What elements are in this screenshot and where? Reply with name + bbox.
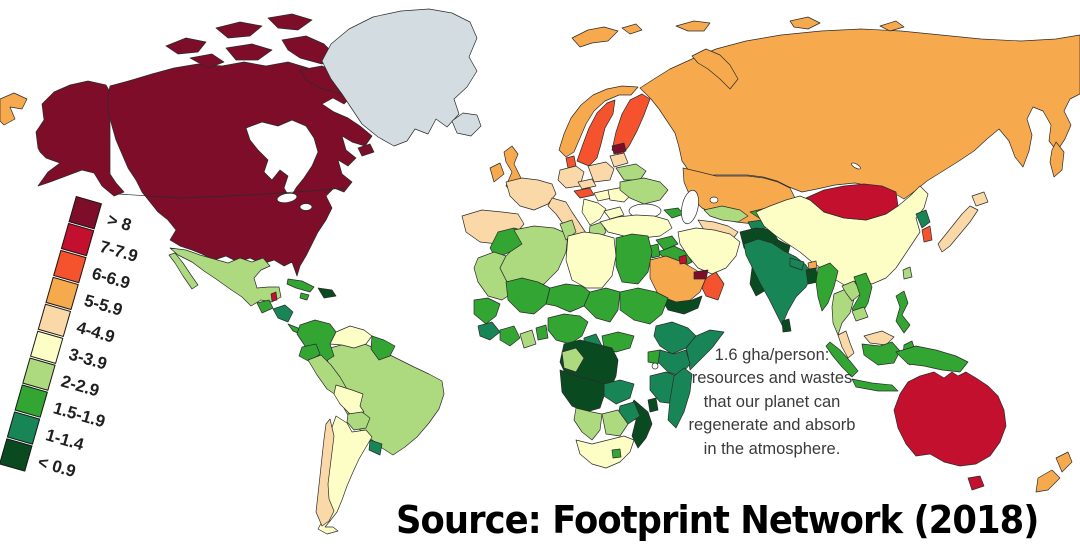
region-uzbekistan: [703, 205, 749, 223]
region-madagascar: [667, 367, 693, 429]
region-iran: [677, 227, 741, 275]
lake-baikal: [851, 162, 861, 170]
caspian-sea: [681, 189, 699, 225]
region-belize: [270, 291, 278, 302]
source-caption: Source: Footprint Network (2018): [396, 498, 1039, 542]
region-czechia: [577, 178, 597, 190]
region-borneo-indonesia: [861, 341, 901, 366]
region-java: [851, 378, 899, 392]
region-turkey: [599, 214, 673, 239]
region-baja-california: [168, 252, 199, 290]
region-kuwait: [678, 254, 688, 265]
hudson-bay: [245, 119, 319, 199]
region-baltics: [609, 152, 629, 168]
region-honduras-nicaragua: [272, 304, 294, 323]
region-sweden: [576, 99, 616, 167]
region-chukotka: [0, 92, 28, 126]
region-namibia: [573, 407, 603, 441]
region-lesotho: [611, 448, 622, 459]
region-borneo-malaysia: [863, 330, 895, 346]
region-caucasus: [663, 207, 685, 219]
region-ireland: [489, 162, 505, 183]
region-uganda: [647, 349, 661, 365]
region-zambia: [603, 379, 635, 405]
legend-item-label: > 8: [105, 209, 134, 235]
region-cambodia: [851, 306, 869, 322]
region-oman: [701, 271, 725, 301]
region-bulgaria: [603, 206, 625, 220]
region-japan: [937, 191, 989, 253]
region-finland: [611, 93, 651, 157]
great-lakes: [276, 192, 298, 204]
region-niger: [545, 283, 591, 313]
region-russia: [639, 28, 1080, 200]
region-iceland: [451, 112, 482, 137]
region-south-africa: [575, 435, 635, 469]
region-venezuela: [329, 325, 373, 349]
region-greenland: [321, 8, 478, 147]
region-mexico: [169, 247, 282, 307]
region-colombia: [296, 319, 337, 364]
region-nepal: [789, 257, 805, 271]
region-new-zealand: [1035, 451, 1073, 493]
region-north-korea: [915, 209, 931, 229]
region-sierra-leone-liberia: [477, 321, 501, 341]
region-angola: [559, 369, 605, 413]
region-malay-peninsula: [837, 330, 855, 359]
region-taiwan: [902, 266, 913, 280]
region-hispaniola: [317, 287, 337, 299]
region-uae: [693, 269, 709, 280]
region-cuba: [286, 278, 315, 293]
region-paraguay: [346, 411, 371, 431]
region-malawi: [647, 397, 659, 413]
region-somalia: [685, 329, 725, 371]
region-south-korea: [921, 225, 933, 243]
lake-victoria: [651, 362, 659, 370]
region-libya: [565, 231, 617, 289]
region-sakhalin: [1049, 141, 1065, 178]
region-yemen: [659, 295, 703, 315]
region-norway: [558, 85, 639, 158]
region-philippines: [895, 290, 911, 334]
region-sumatra: [825, 341, 859, 378]
region-bolivia: [333, 384, 365, 415]
biocapacity-annotation: 1.6 gha/person: resources and wastes tha…: [688, 346, 856, 458]
great-lakes-east: [299, 203, 313, 211]
region-australia: [893, 371, 1007, 491]
us-canada-border: [117, 187, 345, 199]
region-myanmar: [815, 262, 839, 312]
region-saudi-arabia: [649, 255, 707, 307]
region-guyana-suriname: [370, 335, 396, 361]
region-sudan: [619, 287, 669, 325]
region-chad: [583, 287, 621, 323]
region-botswana: [601, 409, 629, 437]
region-uruguay: [368, 439, 383, 456]
region-sri-lanka: [781, 318, 792, 333]
legend-item-label: < 0.9: [35, 451, 78, 481]
region-egypt: [615, 233, 653, 285]
region-syria: [655, 235, 679, 251]
aral-sea: [709, 196, 719, 204]
region-eurasian-arctic-islands: [571, 16, 905, 90]
region-senegal-guinea: [473, 297, 501, 325]
region-cote-divoire: [499, 325, 521, 347]
region-gabon-congo: [561, 347, 585, 373]
region-belarus: [615, 163, 647, 181]
region-balkans: [581, 198, 607, 226]
region-ukraine: [619, 177, 669, 205]
region-jamaica: [299, 292, 310, 301]
region-benin-togo: [535, 324, 549, 341]
region-guatemala: [256, 299, 274, 314]
region-chile: [315, 418, 335, 527]
region-austria: [573, 187, 595, 199]
region-nigeria: [547, 313, 589, 345]
region-bhutan: [807, 260, 818, 270]
region-mongolia: [805, 183, 899, 221]
region-estonia: [611, 142, 627, 155]
region-poland: [587, 161, 615, 183]
region-new-guinea: [895, 345, 969, 373]
region-ghana: [519, 329, 537, 349]
